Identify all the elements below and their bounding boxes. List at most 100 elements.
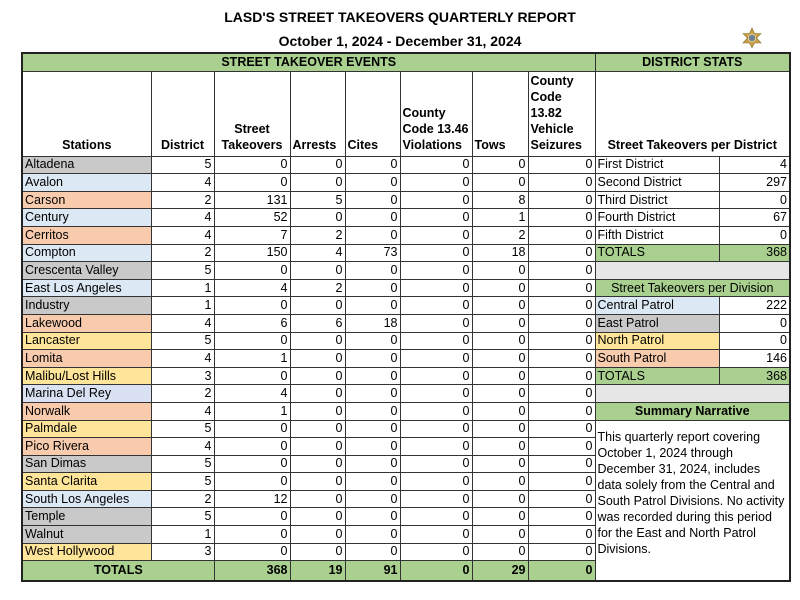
cell-district: 4 xyxy=(150,225,215,245)
cell-tows: 2 xyxy=(471,225,529,245)
table-row: Crescenta Valley 5 0 0 0 0 0 0 xyxy=(21,261,791,280)
cell-arrests: 0 xyxy=(289,173,346,192)
cell-takeovers: 0 xyxy=(213,261,291,280)
table-row: Lomita 4 1 0 0 0 0 0 South Patrol 146 xyxy=(21,349,791,368)
cell-seizures: 0 xyxy=(527,225,596,245)
cell-takeovers: 0 xyxy=(213,296,291,315)
cell-arrests: 0 xyxy=(289,472,346,491)
cell-cites: 0 xyxy=(344,419,401,439)
cell-seizures: 0 xyxy=(527,542,596,562)
cell-tows: 0 xyxy=(471,366,529,386)
table-row: Altadena 5 0 0 0 0 0 0 First District 4 xyxy=(21,155,791,175)
cell-takeovers: 4 xyxy=(213,278,291,298)
cell-district: 4 xyxy=(150,401,215,421)
district-row-label: First District xyxy=(594,155,720,175)
table-row: Walnut 1 0 0 0 0 0 0 xyxy=(21,525,790,544)
cell-seizures: 0 xyxy=(527,278,596,298)
district-row-label: Fifth District xyxy=(594,225,720,245)
cell-district: 3 xyxy=(150,542,215,562)
cell-seizures: 0 xyxy=(527,155,596,175)
table-row: Norwalk 4 1 0 0 0 0 0 Summary Narrative xyxy=(21,401,791,421)
district-row-label: Fourth District xyxy=(594,208,720,227)
cell-violations: 0 xyxy=(399,507,473,527)
cell-seizures: 0 xyxy=(527,190,596,210)
district-row-label: Third District xyxy=(594,190,720,210)
cell-district: 4 xyxy=(150,437,215,456)
cell-takeovers: 131 xyxy=(213,190,291,210)
station-name: Crescenta Valley xyxy=(21,261,152,280)
cell-seizures: 0 xyxy=(527,472,596,491)
cell-takeovers: 150 xyxy=(213,243,291,263)
table-row: Marina Del Rey 2 4 0 0 0 0 0 xyxy=(21,384,791,403)
cell-district: 1 xyxy=(150,278,215,298)
cell-seizures: 0 xyxy=(527,261,596,280)
table-row: Century 4 52 0 0 0 1 0 Fourth District 67 xyxy=(21,208,791,227)
cell-seizures: 0 xyxy=(527,173,596,192)
station-name: Santa Clarita xyxy=(21,472,152,491)
cell-takeovers: 4 xyxy=(213,384,291,403)
district-row-value: 0 xyxy=(718,225,791,245)
cell-violations: 0 xyxy=(399,208,473,227)
cell-tows: 0 xyxy=(471,313,529,333)
station-name: Altadena xyxy=(21,155,152,175)
totals-label: TOTALS xyxy=(21,560,215,582)
cell-arrests: 0 xyxy=(289,384,346,403)
cell-seizures: 0 xyxy=(527,208,596,227)
cell-takeovers: 7 xyxy=(213,225,291,245)
cell-takeovers: 0 xyxy=(213,331,291,351)
cell-cites: 0 xyxy=(344,489,401,509)
table-row: Malibu/Lost Hills 3 0 0 0 0 0 0 TOTALS 368 xyxy=(21,366,791,386)
cell-district: 5 xyxy=(150,507,215,527)
cell-takeovers: 0 xyxy=(213,542,291,562)
cell-district: 5 xyxy=(150,472,215,491)
cell-arrests: 0 xyxy=(289,489,346,509)
cell-tows: 0 xyxy=(471,507,529,527)
cell-seizures: 0 xyxy=(527,313,596,333)
total-value: 29 xyxy=(471,560,529,582)
cell-cites: 0 xyxy=(344,454,401,474)
cell-tows: 0 xyxy=(471,261,529,280)
cell-seizures: 0 xyxy=(527,384,596,403)
cell-district: 2 xyxy=(150,190,215,210)
table-row: Lancaster 5 0 0 0 0 0 0 North Patrol 0 xyxy=(21,331,791,351)
cell-takeovers: 12 xyxy=(213,489,291,509)
district-row-label: Second District xyxy=(594,173,720,192)
station-name: Marina Del Rey xyxy=(21,384,152,403)
cell-district: 1 xyxy=(150,525,215,544)
col-header-stations: Stations xyxy=(21,70,152,157)
cell-takeovers: 6 xyxy=(213,313,291,333)
col-header-violations: County Code 13.46 Violations xyxy=(399,70,473,157)
cell-takeovers: 1 xyxy=(213,401,291,421)
cell-seizures: 0 xyxy=(527,243,596,263)
cell-seizures: 0 xyxy=(527,366,596,386)
total-value: 0 xyxy=(527,560,596,582)
cell-arrests: 0 xyxy=(289,525,346,544)
station-name: Avalon xyxy=(21,173,152,192)
col-header-tows: Tows xyxy=(471,70,529,157)
cell-arrests: 0 xyxy=(289,366,346,386)
cell-tows: 0 xyxy=(471,349,529,368)
table-row: West Hollywood 3 0 0 0 0 0 0 xyxy=(21,542,790,562)
district-stats-title: Street Takeovers per District xyxy=(594,70,791,157)
spacer-row xyxy=(594,261,791,280)
stats-header: DISTRICT STATS xyxy=(594,52,791,72)
cell-district: 1 xyxy=(150,296,215,315)
cell-district: 5 xyxy=(150,155,215,175)
cell-violations: 0 xyxy=(399,472,473,491)
cell-district: 3 xyxy=(150,366,215,386)
cell-violations: 0 xyxy=(399,173,473,192)
table-row: Palmdale 5 0 0 0 0 0 0 This quarterly report cov… xyxy=(21,419,791,582)
total-value: 0 xyxy=(399,560,473,582)
report-table: STREET TAKEOVER EVENTS DISTRICT STATS St… xyxy=(21,52,791,582)
cell-cites: 73 xyxy=(344,243,401,263)
totals-row: TOTALS 368 19 91 0 29 0 xyxy=(21,560,790,582)
cell-tows: 0 xyxy=(471,489,529,509)
cell-district: 2 xyxy=(150,489,215,509)
cell-district: 5 xyxy=(150,454,215,474)
table-row: Cerritos 4 7 2 0 0 2 0 Fifth District 0 xyxy=(21,225,791,245)
cell-takeovers: 0 xyxy=(213,437,291,456)
cell-arrests: 2 xyxy=(289,278,346,298)
station-name: Norwalk xyxy=(21,401,152,421)
cell-arrests: 0 xyxy=(289,507,346,527)
station-name: South Los Angeles xyxy=(21,489,152,509)
